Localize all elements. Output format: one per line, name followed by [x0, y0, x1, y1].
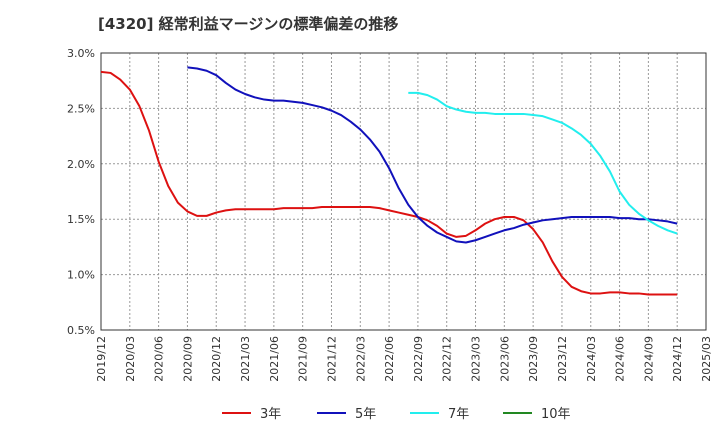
y-tick-label: 0.5%	[67, 324, 95, 337]
x-tick-label: 2025/03	[700, 336, 713, 382]
chart-title: [4320] 経常利益マージンの標準偏差の推移	[98, 15, 399, 33]
x-tick-label: 2020/06	[153, 336, 166, 382]
legend-label-3: 10年	[541, 407, 571, 422]
x-tick-label: 2023/06	[498, 336, 511, 382]
series-line-2	[408, 91, 678, 235]
x-tick-label: 2024/03	[585, 336, 598, 382]
y-tick-label: 1.0%	[67, 269, 95, 282]
x-tick-label: 2024/06	[614, 336, 627, 382]
x-tick-label: 2021/12	[325, 336, 338, 382]
legend-label-2: 7年	[448, 407, 469, 422]
x-tick-label: 2022/12	[441, 336, 454, 382]
y-tick-label: 2.5%	[67, 102, 95, 115]
x-tick-label: 2021/06	[268, 336, 281, 382]
x-tick-label: 2020/09	[181, 336, 194, 382]
y-tick-label: 3.0%	[67, 47, 95, 60]
plot-frame	[100, 52, 707, 331]
x-tick-label: 2022/03	[354, 336, 367, 382]
x-tick-label: 2020/12	[210, 336, 223, 382]
y-tick-label: 2.0%	[67, 158, 95, 171]
y-tick-label: 1.5%	[67, 213, 95, 226]
x-tick-label: 2023/12	[556, 336, 569, 382]
x-tick-label: 2024/12	[671, 336, 684, 382]
x-tick-label: 2021/09	[297, 336, 310, 382]
x-tick-label: 2020/03	[124, 336, 137, 382]
x-tick-label: 2023/09	[527, 336, 540, 382]
x-tick-label: 2019/12	[95, 336, 108, 382]
series-line-0	[100, 70, 678, 296]
legend: 3年 5年 7年 10年	[222, 407, 571, 422]
x-axis: 2019/12 2020/03 2020/06 2020/09 2020/12 2021/…	[95, 336, 713, 382]
x-tick-label: 2022/06	[383, 336, 396, 382]
grid	[101, 53, 706, 330]
legend-label-1: 5年	[355, 407, 376, 422]
series	[100, 66, 678, 296]
x-tick-label: 2021/03	[239, 336, 252, 382]
x-tick-label: 2023/03	[470, 336, 483, 382]
x-tick-label: 2024/09	[642, 336, 655, 382]
x-tick-label: 2022/09	[412, 336, 425, 382]
series-line-1	[187, 66, 678, 244]
legend-label-0: 3年	[260, 407, 281, 422]
y-axis: 0.5% 1.0% 1.5% 2.0% 2.5% 3.0%	[67, 47, 95, 337]
